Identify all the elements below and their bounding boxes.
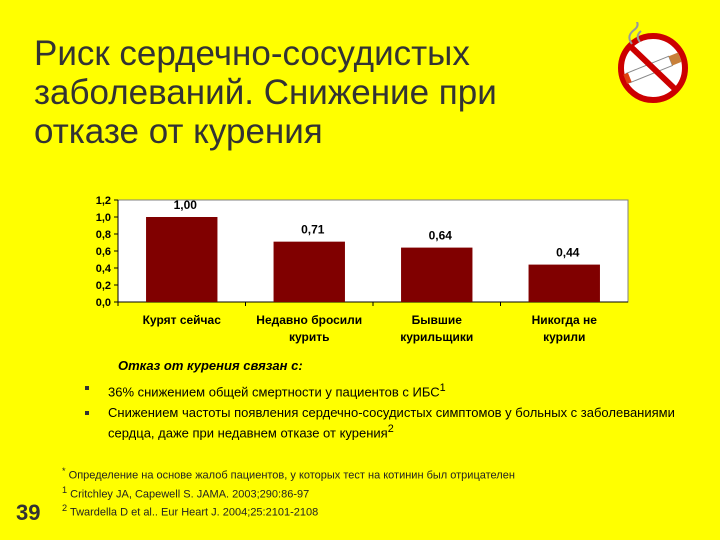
data-label: 0,64 [429,229,453,243]
y-tick-label: 1,0 [96,212,111,224]
category-label: Никогда не [532,313,598,327]
title-line: отказе от курения [34,112,323,151]
title-line: Риск сердечно-сосудистых [34,34,470,73]
bar [401,247,473,302]
reference-text: Определение на основе жалоб пациентов, у… [65,469,515,482]
reference-item: 1 Critchley JA, Capewell S. JAMA. 2003;2… [62,483,662,502]
chart-caption: Отказ от курения связан с: [118,358,303,373]
reference-text: Twardella D et al.. Eur Heart J. 2004;25… [67,506,319,519]
bullet-item: Снижением частоты появления сердечно-сос… [82,405,682,441]
reference-mark: 1 [62,484,68,495]
bullet-text: Снижением частоты появления сердечно-сос… [108,405,675,441]
bullet-icon [85,411,89,416]
category-label: курить [289,330,329,344]
data-label: 0,44 [556,246,580,260]
bullet-text: 36% снижением общей смертности у пациент… [108,384,440,400]
reference-item: 2 Twardella D et al.. Eur Heart J. 2004;… [62,501,662,520]
reference-mark: 2 [62,503,68,514]
data-label: 1,00 [174,198,198,212]
reference-mark: * [62,466,66,476]
references: * Определение на основе жалоб пациентов,… [62,464,662,520]
reference-item: * Определение на основе жалоб пациентов,… [62,464,662,483]
reference-text: Critchley JA, Capewell S. JAMA. 2003;290… [67,488,310,501]
data-label: 0,71 [301,223,325,237]
y-tick-label: 1,2 [96,195,111,207]
category-label: курильщики [400,330,473,344]
y-tick-label: 0,4 [96,263,112,275]
category-label: курили [543,330,585,344]
category-label: Бывшие [412,313,463,327]
bullet-footnote: 2 [387,423,394,436]
y-tick-label: 0,8 [96,229,111,241]
bullet-icon [85,386,89,390]
no-smoking-icon [618,22,688,103]
title-line: заболеваний. Снижение при [34,73,497,112]
bar [528,264,600,302]
slide-title: Риск сердечно-сосудистых заболеваний. Сн… [34,34,594,151]
category-label: Курят сейчас [143,313,222,327]
bullet-list: 36% снижением общей смертности у пациент… [82,380,682,447]
y-tick-label: 0,2 [96,280,111,292]
bullet-footnote: 1 [439,382,446,394]
bar [146,217,218,302]
bar [273,241,345,302]
category-label: Недавно бросили [256,313,362,327]
bar-chart: 0,0 0,2 0,4 0,6 0,8 1,0 1,2 1,00 Курят сейчас 0,7… [96,195,629,344]
y-tick-label: 0,0 [96,297,111,309]
y-tick-label: 0,6 [96,246,111,258]
bullet-item: 36% снижением общей смертности у пациент… [82,380,682,400]
slide-number: 39 [16,500,41,525]
